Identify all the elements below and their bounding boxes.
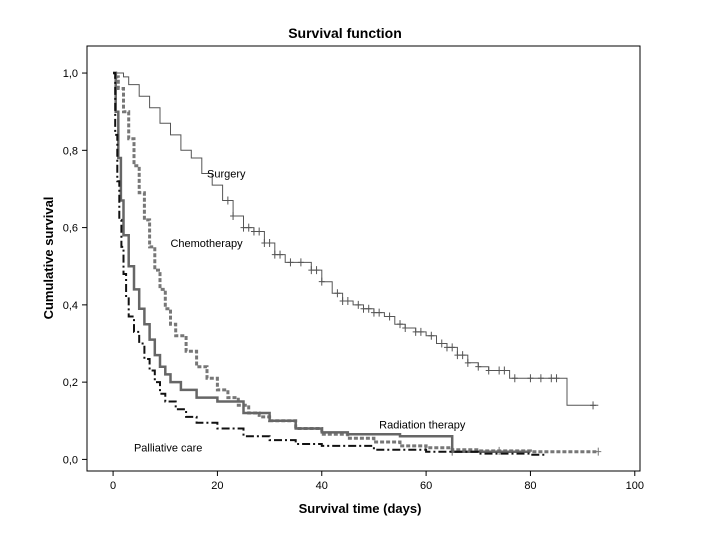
censor-mark	[511, 374, 518, 383]
x-axis-label: Survival time (days)	[299, 501, 422, 516]
x-tick-label: 0	[110, 480, 116, 492]
censor-mark	[355, 300, 362, 309]
censor-mark	[339, 297, 346, 305]
censor-mark	[365, 304, 372, 313]
x-tick-label: 80	[524, 480, 536, 492]
censor-mark	[412, 327, 419, 336]
censor-mark	[224, 196, 231, 205]
censor-mark	[334, 289, 341, 298]
censor-mark	[277, 250, 284, 259]
x-tick-label: 40	[316, 480, 328, 492]
censor-mark	[485, 366, 492, 375]
censor-mark	[428, 331, 435, 340]
y-tick-label: 0,8	[63, 145, 78, 157]
censor-mark	[250, 227, 257, 236]
series-line-palliative-care	[113, 72, 547, 456]
censor-mark	[459, 351, 466, 360]
censor-mark	[360, 304, 367, 313]
chart-title: Survival function	[288, 25, 402, 41]
series-annotation: Radiation therapy	[379, 420, 466, 432]
x-tick-label: 100	[626, 480, 644, 492]
censor-mark	[370, 308, 377, 317]
censor-mark	[297, 258, 304, 267]
y-tick-label: 0,2	[63, 377, 78, 389]
censor-mark	[590, 401, 597, 410]
censor-mark	[261, 239, 268, 248]
censor-mark	[287, 258, 294, 267]
y-tick-label: 0,4	[63, 300, 78, 312]
series-line-radiation-therapy	[113, 71, 531, 453]
censor-mark	[271, 250, 278, 259]
x-tick-label: 60	[420, 480, 432, 492]
censor-mark	[501, 366, 508, 375]
censor-mark	[376, 308, 383, 317]
y-tick-label: 1,0	[63, 68, 78, 80]
censor-mark	[496, 366, 503, 375]
censor-mark	[397, 320, 404, 329]
series-annotation: Chemotherapy	[170, 238, 243, 250]
series-annotation: Palliative care	[134, 443, 202, 455]
plot-frame	[86, 45, 641, 472]
y-tick-label: 0,0	[63, 454, 78, 466]
censor-mark	[595, 447, 602, 456]
censor-mark	[344, 297, 351, 305]
censor-mark	[438, 339, 445, 348]
series-group	[113, 71, 602, 456]
censor-mark	[537, 374, 544, 383]
censor-mark	[527, 374, 534, 383]
censor-mark	[308, 266, 315, 275]
censor-mark	[475, 362, 482, 371]
censor-mark	[454, 351, 461, 360]
x-tick-label: 20	[211, 480, 223, 492]
censor-mark	[240, 223, 247, 232]
censor-mark	[548, 374, 555, 383]
y-tick-label: 0,6	[63, 223, 78, 235]
censor-mark	[386, 312, 393, 321]
censor-mark	[402, 324, 409, 333]
censor-mark	[443, 343, 450, 352]
axes: 0 20 40 60 80 100 0,0 0,2 0,4 0,6 0,8 1,0	[63, 68, 644, 492]
censor-mark	[245, 223, 252, 232]
series-line-chemotherapy	[113, 71, 599, 454]
censor-mark	[464, 358, 471, 367]
censor-mark	[256, 227, 263, 236]
censor-mark	[230, 212, 237, 220]
y-axis-label: Cumulative survival	[41, 197, 56, 320]
censor-mark	[313, 266, 320, 275]
annotations: Surgery Chemotherapy Radiation therapy Pall…	[134, 168, 466, 454]
censor-mark	[417, 327, 424, 336]
censor-mark	[553, 374, 560, 383]
censor-mark	[449, 343, 456, 352]
censor-mark	[266, 239, 273, 248]
series-annotation: Surgery	[207, 168, 246, 180]
censor-mark	[318, 277, 325, 286]
series-line-surgery	[113, 72, 599, 406]
